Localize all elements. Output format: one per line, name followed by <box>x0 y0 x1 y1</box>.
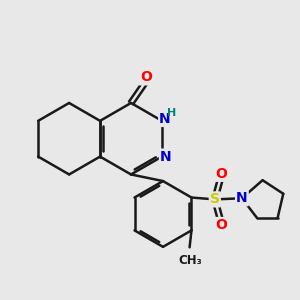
Text: O: O <box>215 167 227 181</box>
Text: S: S <box>210 192 220 206</box>
Text: O: O <box>140 70 152 84</box>
Text: N: N <box>160 150 172 164</box>
Text: CH₃: CH₃ <box>178 254 202 267</box>
Text: N: N <box>236 191 248 205</box>
Text: N: N <box>159 112 171 126</box>
Text: O: O <box>215 218 227 232</box>
Text: H: H <box>167 108 176 118</box>
